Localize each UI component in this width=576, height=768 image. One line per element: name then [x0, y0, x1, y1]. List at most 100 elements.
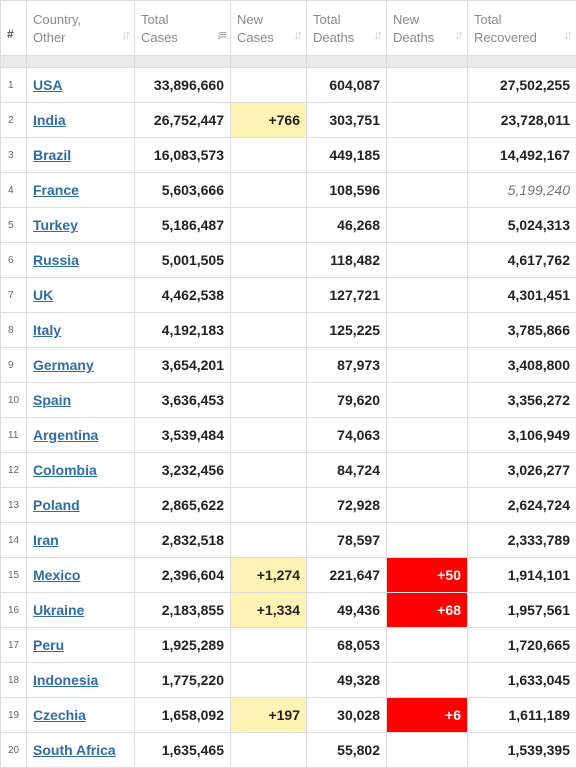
header-total-recovered-label: Total Recovered	[468, 1, 576, 47]
country-link[interactable]: Argentina	[33, 427, 98, 443]
new-cases-cell: +766	[231, 103, 307, 138]
sort-icon[interactable]: ↓↑	[454, 28, 461, 42]
total-cases-cell: 3,232,456	[135, 453, 231, 488]
new-deaths-cell	[387, 453, 468, 488]
header-total-recovered[interactable]: Total Recovered ↓↑	[468, 1, 576, 56]
total-deaths-cell: 78,597	[307, 523, 387, 558]
new-deaths-cell	[387, 208, 468, 243]
total-deaths-cell: 68,053	[307, 628, 387, 663]
country-cell: Indonesia	[27, 663, 135, 698]
new-cases-cell	[231, 628, 307, 663]
new-deaths-cell	[387, 348, 468, 383]
country-link[interactable]: Spain	[33, 392, 71, 408]
country-link[interactable]: Russia	[33, 252, 79, 268]
country-link[interactable]: Poland	[33, 497, 80, 513]
country-link[interactable]: Ukraine	[33, 602, 84, 618]
total-deaths-cell: 49,436	[307, 593, 387, 628]
rank-cell: 6	[1, 243, 27, 278]
sort-icon[interactable]: ↓↑	[563, 28, 570, 42]
sort-icon[interactable]: ↓↑	[373, 28, 380, 42]
rank-cell: 7	[1, 278, 27, 313]
header-new-deaths[interactable]: New Deaths ↓↑	[387, 1, 468, 56]
divider-cell	[231, 56, 307, 68]
country-link[interactable]: Germany	[33, 357, 94, 373]
total-recovered-cell: 3,106,949	[468, 418, 576, 453]
country-cell: South Africa	[27, 733, 135, 768]
country-cell: France	[27, 173, 135, 208]
total-deaths-cell: 84,724	[307, 453, 387, 488]
country-link[interactable]: South Africa	[33, 742, 116, 758]
sort-icon[interactable]: ↓↑	[121, 28, 128, 42]
header-rank: #	[1, 1, 27, 56]
country-link[interactable]: Indonesia	[33, 672, 98, 688]
new-cases-cell	[231, 313, 307, 348]
country-link[interactable]: Czechia	[33, 707, 86, 723]
country-cell: Czechia	[27, 698, 135, 733]
header-country-label: Country, Other	[27, 1, 134, 47]
total-recovered-cell: 2,624,724	[468, 488, 576, 523]
header-country[interactable]: Country, Other ↓↑	[27, 1, 135, 56]
new-cases-cell	[231, 173, 307, 208]
rank-cell: 12	[1, 453, 27, 488]
country-cell: Ukraine	[27, 593, 135, 628]
country-link[interactable]: Italy	[33, 322, 61, 338]
total-cases-cell: 5,186,487	[135, 208, 231, 243]
header-total-deaths[interactable]: Total Deaths ↓↑	[307, 1, 387, 56]
country-cell: Brazil	[27, 138, 135, 173]
total-recovered-cell: 3,408,800	[468, 348, 576, 383]
new-deaths-cell	[387, 243, 468, 278]
total-recovered-cell: 1,611,189	[468, 698, 576, 733]
new-deaths-cell	[387, 383, 468, 418]
total-recovered-cell: 14,492,167	[468, 138, 576, 173]
total-deaths-cell: 125,225	[307, 313, 387, 348]
country-link[interactable]: India	[33, 112, 66, 128]
country-link[interactable]: Mexico	[33, 567, 80, 583]
total-cases-cell: 2,396,604	[135, 558, 231, 593]
new-deaths-cell	[387, 138, 468, 173]
total-recovered-cell: 5,199,240	[468, 173, 576, 208]
new-cases-cell	[231, 523, 307, 558]
total-recovered-cell: 4,301,451	[468, 278, 576, 313]
rank-cell: 20	[1, 733, 27, 768]
total-deaths-cell: 74,063	[307, 418, 387, 453]
total-cases-cell: 26,752,447	[135, 103, 231, 138]
total-recovered-cell: 23,728,011	[468, 103, 576, 138]
sort-icon[interactable]: ↓↑	[293, 28, 300, 42]
rank-cell: 13	[1, 488, 27, 523]
header-new-cases[interactable]: New Cases ↓↑	[231, 1, 307, 56]
country-link[interactable]: Iran	[33, 532, 59, 548]
total-cases-cell: 3,539,484	[135, 418, 231, 453]
table-header: # Country, Other ↓↑ Total Cases ↓≡ New C…	[1, 1, 576, 56]
rank-cell: 14	[1, 523, 27, 558]
header-total-cases[interactable]: Total Cases ↓≡	[135, 1, 231, 56]
sort-descending-icon[interactable]: ↓≡	[216, 28, 224, 42]
country-link[interactable]: France	[33, 182, 79, 198]
total-cases-cell: 1,925,289	[135, 628, 231, 663]
new-cases-cell	[231, 733, 307, 768]
total-cases-cell: 2,832,518	[135, 523, 231, 558]
country-link[interactable]: Colombia	[33, 462, 97, 478]
rank-cell: 8	[1, 313, 27, 348]
total-cases-cell: 4,462,538	[135, 278, 231, 313]
divider-cell	[468, 56, 576, 68]
total-recovered-cell: 1,539,395	[468, 733, 576, 768]
country-link[interactable]: Peru	[33, 637, 64, 653]
country-link[interactable]: Brazil	[33, 147, 71, 163]
rank-cell: 19	[1, 698, 27, 733]
new-deaths-cell	[387, 628, 468, 663]
country-cell: Poland	[27, 488, 135, 523]
total-deaths-cell: 118,482	[307, 243, 387, 278]
country-link[interactable]: USA	[33, 77, 63, 93]
header-rank-label: #	[1, 1, 26, 43]
total-cases-cell: 2,183,855	[135, 593, 231, 628]
country-link[interactable]: Turkey	[33, 217, 78, 233]
country-link[interactable]: UK	[33, 287, 53, 303]
